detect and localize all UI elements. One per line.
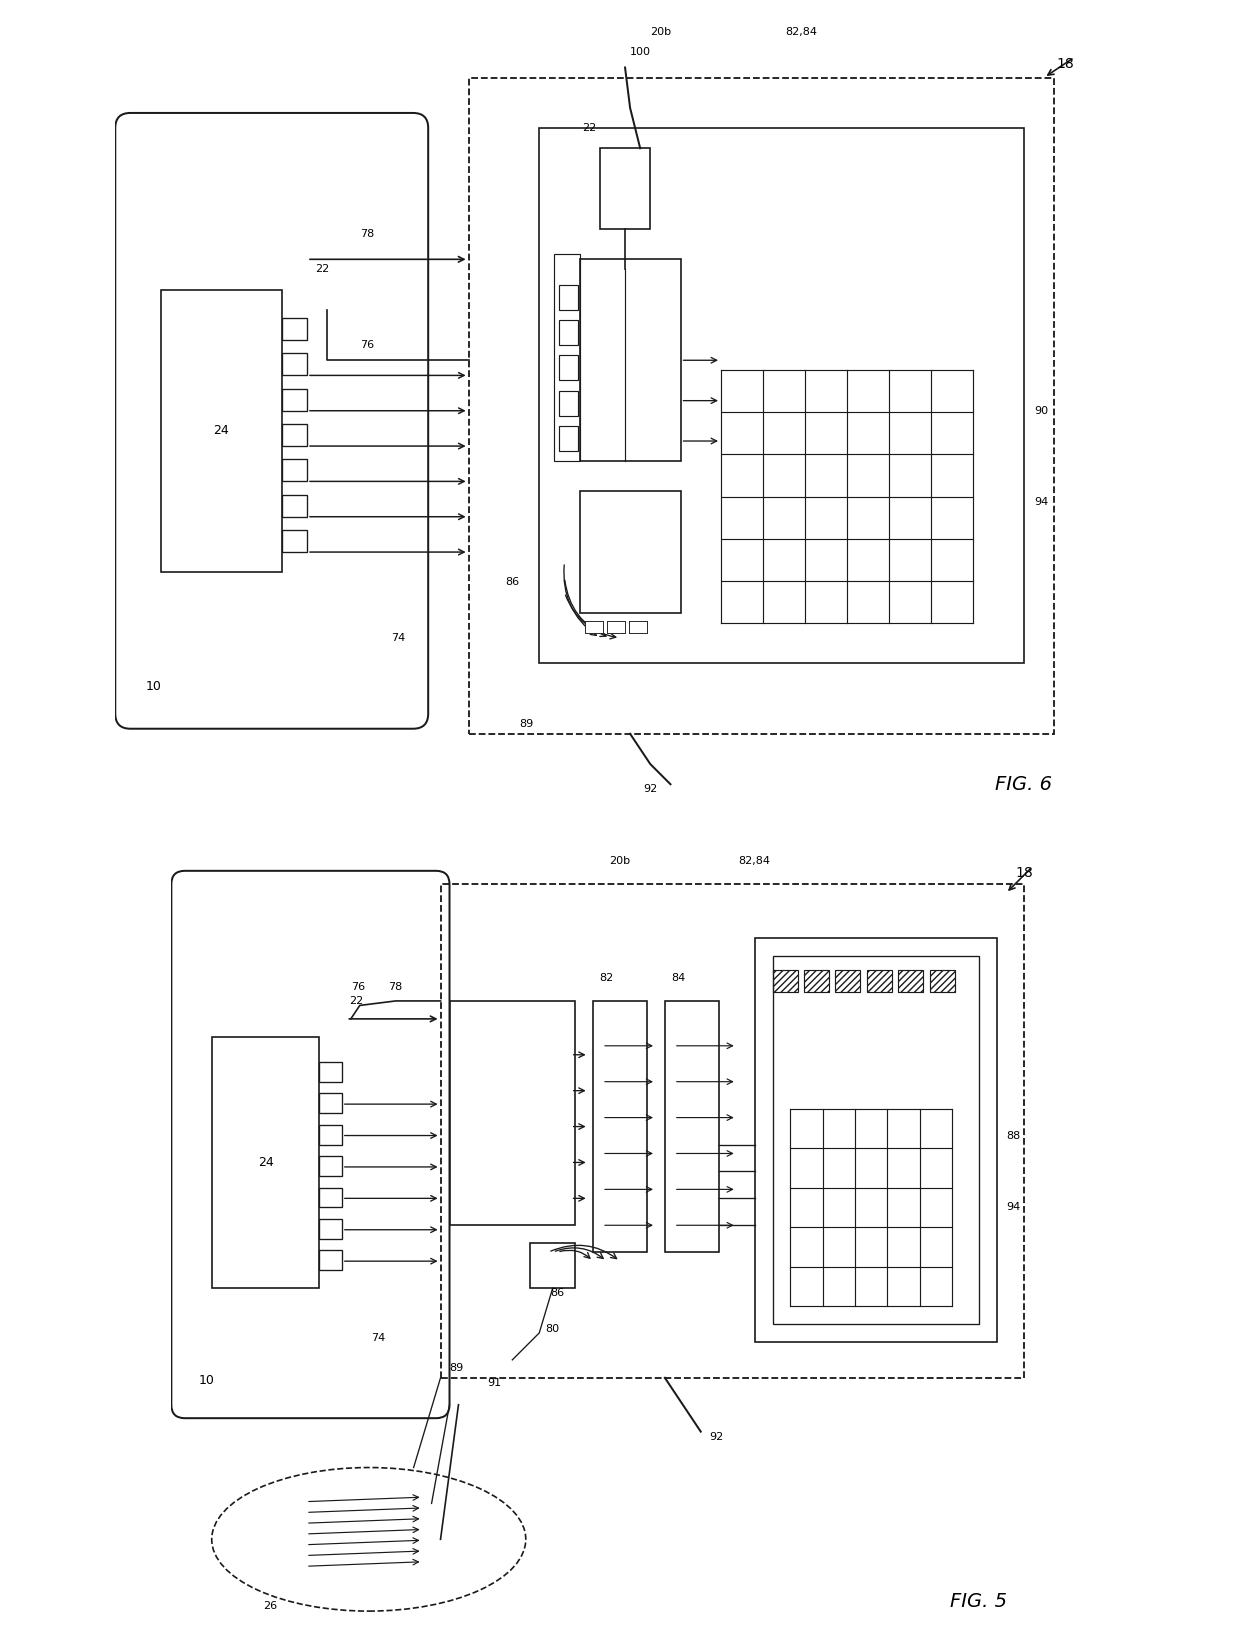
Bar bbox=[629, 620, 647, 633]
Text: 18: 18 bbox=[1056, 57, 1074, 72]
Bar bbox=[320, 1093, 342, 1112]
Bar bbox=[531, 1243, 575, 1288]
Bar bbox=[281, 494, 308, 517]
Text: 78: 78 bbox=[388, 982, 403, 991]
Bar bbox=[281, 460, 308, 481]
Text: 26: 26 bbox=[263, 1602, 277, 1611]
Text: 20b: 20b bbox=[609, 856, 631, 867]
Bar bbox=[930, 970, 955, 991]
Bar bbox=[320, 1188, 342, 1207]
Text: 86: 86 bbox=[505, 578, 520, 587]
Bar bbox=[755, 937, 997, 1342]
Bar bbox=[281, 317, 308, 340]
Bar bbox=[629, 620, 647, 633]
Bar bbox=[606, 620, 625, 633]
Bar bbox=[559, 425, 578, 452]
Text: 94: 94 bbox=[1034, 497, 1048, 507]
Text: 90: 90 bbox=[1034, 406, 1048, 416]
Bar bbox=[281, 530, 308, 551]
Bar bbox=[440, 885, 1024, 1378]
Bar bbox=[579, 491, 681, 612]
Text: 22: 22 bbox=[583, 123, 596, 133]
FancyBboxPatch shape bbox=[171, 870, 450, 1418]
Text: 82,84: 82,84 bbox=[739, 856, 770, 867]
Text: 92: 92 bbox=[644, 784, 657, 793]
Text: 78: 78 bbox=[361, 229, 374, 239]
Bar bbox=[606, 620, 625, 633]
Bar bbox=[593, 1001, 647, 1252]
Text: FIG. 5: FIG. 5 bbox=[950, 1592, 1007, 1611]
Bar bbox=[629, 620, 647, 633]
Bar bbox=[559, 285, 578, 309]
Bar bbox=[579, 260, 681, 461]
Text: 86: 86 bbox=[551, 1288, 564, 1297]
Bar bbox=[469, 77, 1054, 735]
Text: 80: 80 bbox=[546, 1324, 559, 1333]
Bar bbox=[773, 970, 797, 991]
Bar bbox=[320, 1126, 342, 1145]
Text: 92: 92 bbox=[709, 1432, 724, 1441]
Bar bbox=[450, 1001, 575, 1225]
Bar bbox=[281, 424, 308, 447]
Bar bbox=[320, 1250, 342, 1270]
Text: 84: 84 bbox=[671, 973, 686, 983]
Bar bbox=[600, 149, 650, 229]
Bar bbox=[773, 955, 978, 1324]
Bar bbox=[585, 620, 603, 633]
Text: 100: 100 bbox=[630, 47, 651, 57]
Ellipse shape bbox=[212, 1467, 526, 1611]
Text: 74: 74 bbox=[371, 1333, 384, 1343]
Bar bbox=[585, 620, 603, 633]
Text: 10: 10 bbox=[145, 681, 161, 694]
Bar bbox=[161, 290, 281, 573]
Text: 89: 89 bbox=[450, 1363, 464, 1373]
Bar bbox=[281, 388, 308, 411]
Bar bbox=[539, 128, 1024, 663]
Bar bbox=[585, 620, 603, 633]
Bar bbox=[898, 970, 924, 991]
Text: 82,84: 82,84 bbox=[786, 28, 817, 38]
Text: 20b: 20b bbox=[650, 28, 671, 38]
Bar bbox=[559, 355, 578, 381]
Text: 76: 76 bbox=[351, 982, 365, 991]
FancyBboxPatch shape bbox=[115, 113, 428, 728]
Bar bbox=[629, 620, 647, 633]
Text: 24: 24 bbox=[213, 424, 229, 437]
Bar bbox=[804, 970, 830, 991]
Text: 22: 22 bbox=[348, 996, 363, 1006]
Bar bbox=[281, 353, 308, 375]
Bar bbox=[665, 1001, 719, 1252]
Bar bbox=[559, 321, 578, 345]
Text: 24: 24 bbox=[258, 1157, 274, 1170]
Text: 74: 74 bbox=[391, 633, 405, 643]
Bar bbox=[867, 970, 892, 991]
Text: 94: 94 bbox=[1006, 1202, 1021, 1212]
Text: 10: 10 bbox=[198, 1374, 215, 1387]
Bar bbox=[212, 1037, 320, 1288]
Bar bbox=[559, 391, 578, 416]
Bar bbox=[606, 620, 625, 633]
Text: 82: 82 bbox=[599, 973, 614, 983]
Text: 76: 76 bbox=[361, 340, 374, 350]
Bar bbox=[585, 620, 603, 633]
Text: 22: 22 bbox=[315, 265, 330, 275]
Text: 91: 91 bbox=[487, 1378, 501, 1387]
Bar bbox=[554, 254, 579, 461]
Text: 88: 88 bbox=[1006, 1130, 1021, 1140]
Bar bbox=[606, 620, 625, 633]
Bar bbox=[320, 1157, 342, 1176]
Bar bbox=[320, 1219, 342, 1238]
Bar bbox=[320, 1062, 342, 1081]
Text: 89: 89 bbox=[520, 718, 533, 728]
Text: FIG. 6: FIG. 6 bbox=[996, 775, 1053, 795]
Bar bbox=[836, 970, 861, 991]
Text: 18: 18 bbox=[1016, 867, 1033, 880]
